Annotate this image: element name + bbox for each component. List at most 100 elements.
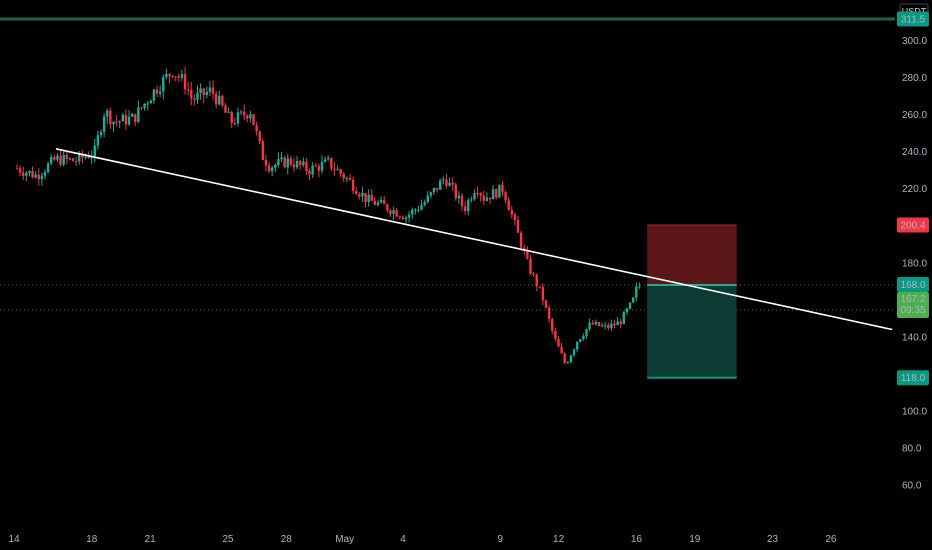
candle bbox=[121, 112, 125, 122]
candle bbox=[50, 153, 53, 166]
candle bbox=[566, 360, 570, 365]
candle bbox=[448, 177, 451, 187]
candle bbox=[96, 130, 100, 150]
candle bbox=[314, 162, 317, 167]
candle bbox=[351, 176, 355, 195]
trendline[interactable] bbox=[55, 148, 893, 331]
candle bbox=[233, 117, 237, 126]
candle bbox=[214, 90, 218, 109]
x-tick-label: 25 bbox=[222, 534, 234, 545]
candle bbox=[106, 108, 109, 124]
candle bbox=[59, 149, 62, 167]
candle bbox=[482, 190, 485, 205]
y-tick-label: 180.0 bbox=[902, 258, 927, 269]
candle bbox=[140, 106, 143, 111]
candle bbox=[118, 120, 121, 129]
candle bbox=[516, 215, 520, 233]
candle bbox=[538, 286, 542, 289]
candle bbox=[177, 73, 181, 83]
candle bbox=[569, 354, 573, 363]
candle bbox=[124, 109, 128, 130]
y-tick-label: 240.0 bbox=[902, 147, 927, 158]
candle bbox=[401, 215, 405, 220]
svg-text:167.2: 167.2 bbox=[900, 294, 925, 305]
svg-text:168.0: 168.0 bbox=[900, 280, 925, 291]
x-tick-label: 16 bbox=[631, 534, 643, 545]
candle bbox=[613, 319, 616, 329]
candle bbox=[81, 150, 84, 164]
candle bbox=[242, 104, 246, 120]
candle bbox=[404, 215, 408, 225]
candle bbox=[205, 86, 209, 99]
y-tick-label: 100.0 bbox=[902, 407, 927, 418]
candle bbox=[426, 191, 429, 204]
candle bbox=[277, 152, 280, 168]
candle bbox=[115, 115, 118, 127]
candle bbox=[579, 338, 582, 343]
candle bbox=[280, 151, 283, 163]
candle bbox=[607, 322, 610, 331]
candle bbox=[56, 153, 59, 163]
candle bbox=[109, 107, 112, 129]
candle bbox=[15, 164, 19, 170]
candle bbox=[162, 74, 165, 100]
candle bbox=[165, 68, 168, 80]
candle bbox=[302, 157, 305, 168]
candle bbox=[171, 75, 174, 78]
candle bbox=[600, 322, 604, 327]
candle bbox=[149, 99, 153, 104]
candle bbox=[137, 100, 140, 124]
candle bbox=[479, 191, 482, 202]
candle bbox=[25, 170, 28, 182]
candle bbox=[28, 170, 31, 177]
candle bbox=[342, 172, 345, 182]
candle bbox=[625, 307, 629, 316]
y-tick-label: 260.0 bbox=[902, 110, 927, 121]
candle bbox=[442, 176, 445, 185]
x-tick-label: 28 bbox=[281, 534, 293, 545]
candle bbox=[112, 121, 115, 132]
take-profit-zone[interactable] bbox=[647, 285, 737, 378]
candle bbox=[274, 163, 277, 173]
candle bbox=[451, 177, 454, 191]
candle bbox=[327, 155, 330, 162]
candle bbox=[495, 187, 498, 200]
candle bbox=[597, 321, 601, 327]
candle bbox=[249, 111, 252, 123]
candle bbox=[361, 186, 364, 203]
candle bbox=[358, 192, 361, 200]
candle bbox=[267, 161, 271, 174]
candle bbox=[246, 114, 249, 123]
candle bbox=[146, 101, 149, 111]
candle bbox=[638, 282, 641, 289]
candle bbox=[463, 201, 467, 215]
candle bbox=[510, 205, 514, 219]
candle bbox=[423, 199, 426, 207]
candle bbox=[563, 351, 566, 365]
trend-line[interactable] bbox=[55, 148, 893, 331]
countdown-timer: 09:35 bbox=[900, 305, 925, 316]
candle bbox=[270, 166, 274, 177]
x-tick-label: 18 bbox=[86, 534, 98, 545]
candle bbox=[504, 190, 507, 204]
candle bbox=[236, 107, 240, 127]
candle bbox=[460, 193, 464, 212]
candle bbox=[283, 156, 286, 169]
candle bbox=[373, 196, 377, 206]
candle bbox=[628, 302, 632, 310]
candle bbox=[445, 174, 448, 189]
x-tick-label: 26 bbox=[825, 534, 837, 545]
candle bbox=[102, 113, 106, 138]
short-position-tool[interactable] bbox=[647, 224, 737, 379]
candle bbox=[529, 254, 532, 276]
candle bbox=[379, 196, 383, 204]
candle bbox=[619, 318, 622, 329]
candle bbox=[535, 273, 538, 292]
candle bbox=[476, 186, 479, 198]
y-tick-label: 220.0 bbox=[902, 184, 927, 195]
candle bbox=[389, 208, 392, 218]
stop-loss-zone[interactable] bbox=[647, 224, 737, 286]
candle bbox=[143, 103, 146, 111]
